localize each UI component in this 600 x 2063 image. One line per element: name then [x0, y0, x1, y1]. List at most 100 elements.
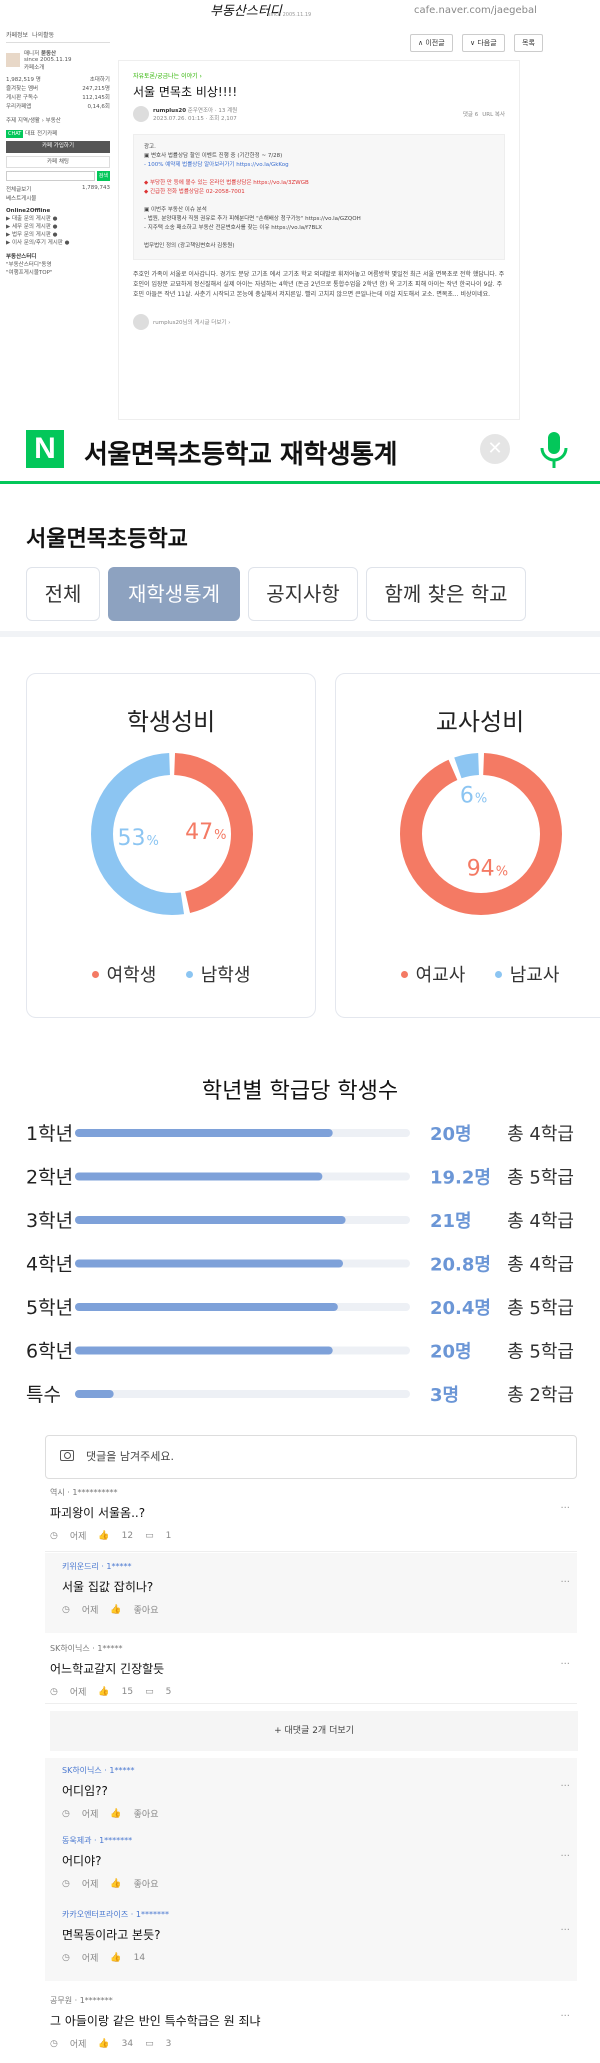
thumbs-up-icon[interactable]: 👍 [98, 1530, 110, 1541]
gender-ratio-section: 학생성비 47% 53% 여학생 남학생 교사성비 94% 6% 여교사 남교사 [0, 643, 600, 1043]
url-copy-button[interactable]: URL 복사 [482, 112, 505, 118]
donut-slice-female [91, 753, 253, 915]
cafe-chat-button[interactable]: 카페 채팅 [6, 156, 110, 168]
comment-item: SK하이닉스 · 1***** 어느학교갈지 긴장할듯 ◷ 어제 👍 15 ▭ 5 ··· [50, 1643, 578, 1698]
data-label: 20명 [430, 1124, 472, 1145]
all-posts-link[interactable]: 전체글보기 [6, 187, 32, 193]
sidebar-menu-item[interactable]: "여행프게시물TOP" [6, 270, 53, 276]
card-title: 교사성비 [435, 708, 525, 736]
tick-label: 특수 [26, 1384, 61, 1406]
author-avatar[interactable] [133, 314, 149, 330]
sidebar-menu-item[interactable]: ▶ 세무 문의 게시판 ● [6, 224, 58, 230]
comment-author[interactable]: SK하이닉스 · 1***** [50, 1644, 123, 1653]
join-cafe-button[interactable]: 카페 가입하기 [6, 141, 110, 153]
tick-label: 2학년 [26, 1167, 73, 1189]
search-input[interactable]: 서울면목초등학교 재학생통계 [84, 440, 398, 470]
like-count[interactable]: 14 [133, 1952, 146, 1963]
like-count[interactable]: 15 [121, 1686, 134, 1697]
sidebar-menu-item[interactable]: ▶ 대출 문의 게시판 ● [6, 216, 58, 222]
legend-label: 남교사 [509, 965, 560, 986]
class-count-label: 총 4학급 [507, 1124, 574, 1145]
legend-dot [494, 971, 502, 978]
more-options-icon[interactable]: ··· [560, 1781, 570, 1792]
school-header: 서울면목초등학교 전체 재학생통계 공지사항 함께 찾은 학교 [0, 487, 600, 637]
chat-label: 대표 전기카페 [25, 131, 58, 137]
more-options-icon[interactable]: ··· [560, 1503, 570, 1514]
comment-input[interactable]: 댓글을 남겨주세요. [45, 1435, 577, 1479]
comments-section: 댓글을 남겨주세요. + 대댓글 2개 더보기 역시 · 1********** 파… [0, 1433, 600, 2063]
cafe-search-button[interactable]: 검색 [96, 171, 110, 181]
like-count[interactable]: 좋아요 [133, 1606, 159, 1616]
comment-date: 어제 [81, 1810, 99, 1820]
tab-student-stats[interactable]: 재학생통계 [108, 567, 240, 621]
more-replies-button[interactable]: + 대댓글 2개 더보기 [50, 1711, 578, 1751]
reply-count[interactable]: 1 [165, 1530, 172, 1541]
tab-cafe-info[interactable]: 카페정보 [6, 32, 29, 39]
tab-notices[interactable]: 공지사항 [248, 567, 358, 621]
author-more-posts-link[interactable]: rumplus20님의 게시글 더보기 › [153, 320, 231, 326]
bar [75, 1303, 338, 1311]
comment-author[interactable]: 공무원 · 1******* [50, 1996, 113, 2005]
thumbs-up-icon[interactable]: 👍 [110, 1604, 122, 1615]
reply-count[interactable]: 3 [165, 2038, 172, 2049]
post-category[interactable]: 자유토론/궁금나는 이야기 › [133, 73, 202, 80]
like-count[interactable]: 12 [121, 1530, 134, 1541]
thumbs-up-icon[interactable]: 👍 [110, 1878, 122, 1889]
comment-author[interactable]: 키위운드리 · 1***** [62, 1562, 132, 1571]
thumbs-up-icon[interactable]: 👍 [98, 2038, 110, 2049]
stat-value: 0,14,6회 [87, 104, 110, 110]
like-count[interactable]: 좋아요 [133, 1880, 159, 1890]
list-button[interactable]: 목록 [514, 34, 543, 52]
microphone-icon[interactable] [536, 428, 572, 472]
reply-icon[interactable]: ▭ [145, 1686, 154, 1697]
post-author[interactable]: rumplus20 [153, 108, 187, 114]
post-comment-count[interactable]: 댓글 6 [462, 112, 479, 118]
comment-author[interactable]: SK하이닉스 · 1***** [62, 1766, 135, 1775]
comment-author[interactable]: 역시 · 1********** [50, 1488, 118, 1497]
comment-author[interactable]: 동욱제과 · 1******* [62, 1836, 133, 1845]
comment-author[interactable]: 카카오엔터프라이즈 · 1******* [62, 1910, 169, 1919]
thumbs-up-icon[interactable]: 👍 [98, 1686, 110, 1697]
legend-dot [91, 971, 99, 978]
legend-label: 남학생 [200, 965, 251, 986]
comment-date: 어제 [69, 2040, 87, 2050]
tab-my-activity[interactable]: 나의활동 [32, 32, 55, 39]
comment-date: 어제 [81, 1954, 99, 1964]
tab-all[interactable]: 전체 [26, 567, 100, 621]
comment-date: 어제 [81, 1880, 99, 1890]
author-avatar[interactable] [133, 106, 149, 122]
sidebar-menu-item[interactable]: "부동산스터디"동영 [6, 262, 52, 268]
invite-link[interactable]: 초대하기 [89, 77, 110, 83]
reply-icon[interactable]: ▭ [145, 2038, 154, 2049]
sidebar-menu-item[interactable]: ▶ 이사 문의/후기 게시판 ● [6, 240, 70, 246]
cafe-screenshot: 부동산스터디 since 2005.11.19 cafe.naver.com/j… [0, 0, 600, 420]
naver-logo[interactable]: N [26, 430, 64, 468]
like-count[interactable]: 좋아요 [133, 1810, 159, 1820]
like-count[interactable]: 34 [121, 2038, 134, 2049]
manager-name[interactable]: 붇동산 [40, 51, 57, 57]
thumbs-up-icon[interactable]: 👍 [110, 1808, 122, 1819]
more-options-icon[interactable]: ··· [560, 1659, 570, 1670]
clear-icon[interactable]: ✕ [480, 434, 510, 464]
next-post-button[interactable]: ∨ 다음글 [462, 34, 505, 52]
more-options-icon[interactable]: ··· [560, 1851, 570, 1862]
thumbs-up-icon[interactable]: 👍 [110, 1952, 122, 1963]
cafe-url[interactable]: cafe.naver.com/jaegebal [414, 5, 537, 16]
cafe-search-input[interactable] [6, 171, 95, 181]
best-posts-link[interactable]: 베스트게시물 [6, 196, 37, 202]
comment-date: 어제 [69, 1688, 87, 1698]
reply-icon[interactable]: ▭ [145, 1530, 154, 1541]
tab-related-schools[interactable]: 함께 찾은 학교 [366, 567, 526, 621]
camera-icon[interactable] [60, 1450, 74, 1461]
more-options-icon[interactable]: ··· [560, 2011, 570, 2022]
cafe-intro-link[interactable]: 카페소개 [24, 65, 45, 71]
data-label: 20명 [430, 1342, 472, 1363]
prev-post-button[interactable]: ∧ 이전글 [410, 34, 453, 52]
sidebar-menu-item[interactable]: ▶ 법무 문의 게시판 ● [6, 232, 58, 238]
class-count-label: 총 4학급 [507, 1255, 574, 1276]
post-ad-line: ◆ 긴급한 전화 법률상담은 02-2058-7001 [144, 189, 245, 195]
more-options-icon[interactable]: ··· [560, 1925, 570, 1936]
clock-icon: ◷ [62, 1878, 70, 1889]
more-options-icon[interactable]: ··· [560, 1577, 570, 1588]
reply-count[interactable]: 5 [165, 1686, 172, 1697]
